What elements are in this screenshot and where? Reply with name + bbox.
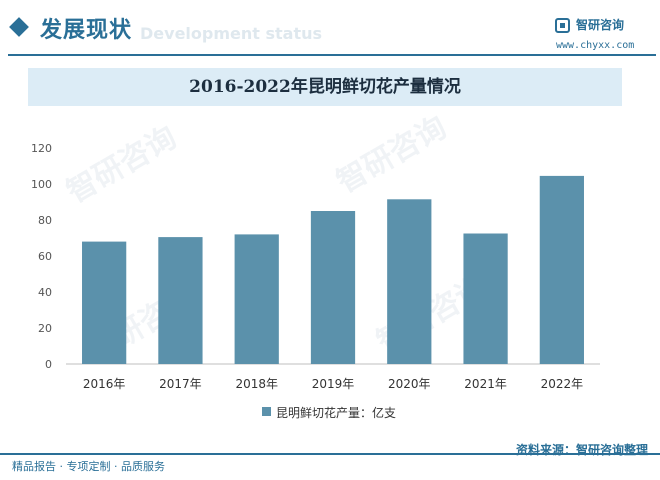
page-header: Development status 发展现状 智研咨询 www.chyxx.c… — [0, 0, 660, 62]
bar — [310, 211, 356, 364]
bar — [387, 199, 432, 364]
footer-rule — [0, 453, 660, 455]
bar — [234, 234, 279, 364]
y-tick-label: 60 — [38, 250, 52, 263]
y-tick-label: 120 — [31, 142, 52, 155]
x-tick-label: 2017年 — [159, 377, 202, 391]
bar — [158, 237, 203, 364]
footer-text: 精品报告 · 专项定制 · 品质服务 — [12, 460, 165, 473]
x-tick-label: 2019年 — [312, 377, 355, 391]
logo-icon — [555, 18, 570, 33]
y-tick-label: 80 — [38, 214, 52, 227]
chart-title-band — [28, 68, 622, 106]
y-tick-label: 100 — [31, 178, 52, 191]
header-rule — [8, 54, 656, 56]
y-tick-label: 40 — [38, 286, 52, 299]
legend-label: 昆明鲜切花产量：亿支 — [276, 406, 397, 420]
bar — [539, 175, 584, 364]
chart-title: 2016-2022年昆明鲜切花产量情况 — [189, 77, 461, 97]
x-tick-label: 2021年 — [464, 377, 507, 391]
bar — [82, 241, 127, 364]
x-tick-label: 2016年 — [83, 377, 126, 391]
section-title: 发展现状 — [40, 18, 133, 43]
section-subtitle: Development status — [140, 24, 323, 43]
legend-swatch — [262, 407, 271, 416]
x-tick-label: 2022年 — [541, 377, 584, 391]
x-tick-label: 2020年 — [388, 377, 431, 391]
logo-url: www.chyxx.com — [556, 40, 635, 51]
y-tick-label: 20 — [38, 322, 52, 335]
source-note: 资料来源：智研咨询整理 — [515, 443, 648, 457]
x-tick-label: 2018年 — [235, 377, 278, 391]
bar — [463, 233, 508, 364]
y-tick-label: 0 — [45, 358, 52, 371]
logo-name: 智研咨询 — [576, 18, 625, 32]
